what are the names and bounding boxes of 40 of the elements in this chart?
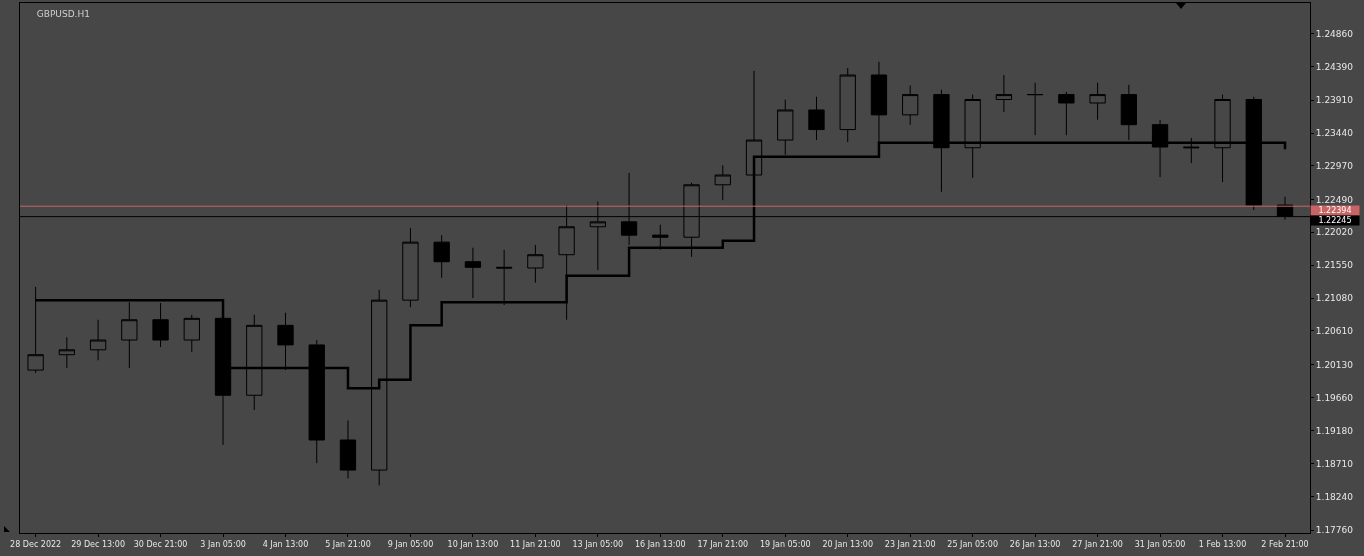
- y-tick-label: 1.21550: [1315, 260, 1354, 271]
- x-tick-label: 16 Jan 13:00: [634, 539, 686, 549]
- x-tick-label: 13 Jan 05:00: [572, 539, 624, 549]
- x-tick-label: 27 Jan 21:00: [1072, 539, 1123, 549]
- x-tick-label: 25 Jan 05:00: [947, 539, 998, 549]
- x-tick-label: 26 Jan 13:00: [1009, 539, 1061, 549]
- x-tick-label: 1 Feb 13:00: [1198, 539, 1247, 549]
- x-tick-label: 20 Jan 13:00: [822, 539, 874, 549]
- x-tick-label: 4 Jan 13:00: [262, 539, 309, 549]
- y-tick-label: 1.17760: [1315, 525, 1354, 536]
- y-tick-label: 1.19660: [1315, 392, 1354, 403]
- x-tick-label: 5 Jan 21:00: [325, 539, 371, 549]
- x-tick-label: 11 Jan 21:00: [510, 539, 561, 549]
- x-tick-label: 10 Jan 13:00: [447, 539, 499, 549]
- y-tick-label: 1.20610: [1315, 326, 1354, 337]
- ref-line-label: 1.22245: [1318, 216, 1352, 225]
- y-tick-label: 1.20130: [1315, 359, 1354, 370]
- y-tick-label: 1.24390: [1315, 61, 1354, 72]
- y-tick-label: 1.24860: [1315, 28, 1354, 39]
- x-tick-label: 3 Jan 05:00: [200, 539, 246, 549]
- y-tick-label: 1.18240: [1315, 491, 1354, 502]
- y-tick-label: 1.21080: [1315, 293, 1354, 304]
- x-tick-label: 30 Dec 21:00: [133, 539, 188, 549]
- y-tick-label: 1.23910: [1315, 95, 1354, 106]
- y-tick-label: 1.22970: [1315, 161, 1354, 172]
- y-tick-label: 1.23440: [1315, 128, 1354, 139]
- y-tick-label: 1.22020: [1315, 227, 1354, 238]
- x-tick-label: 17 Jan 21:00: [697, 539, 749, 549]
- ref-line-label: 1.22394: [1318, 206, 1352, 215]
- y-tick-label: 1.22490: [1315, 194, 1354, 205]
- x-tick-label: 31 Jan 05:00: [1134, 539, 1186, 549]
- x-tick-label: 23 Jan 21:00: [884, 539, 936, 549]
- text: GBPUSD.H1: [36, 9, 90, 20]
- x-tick-label: 2 Feb 21:00: [1261, 539, 1309, 549]
- x-tick-label: 19 Jan 05:00: [759, 539, 811, 549]
- y-tick-label: 1.19180: [1315, 426, 1354, 437]
- y-tick-label: 1.18710: [1315, 458, 1354, 469]
- x-tick-label: 9 Jan 05:00: [387, 539, 434, 549]
- x-tick-label: 29 Dec 13:00: [71, 539, 125, 549]
- x-tick-label: 28 Dec 2022: [10, 539, 62, 549]
